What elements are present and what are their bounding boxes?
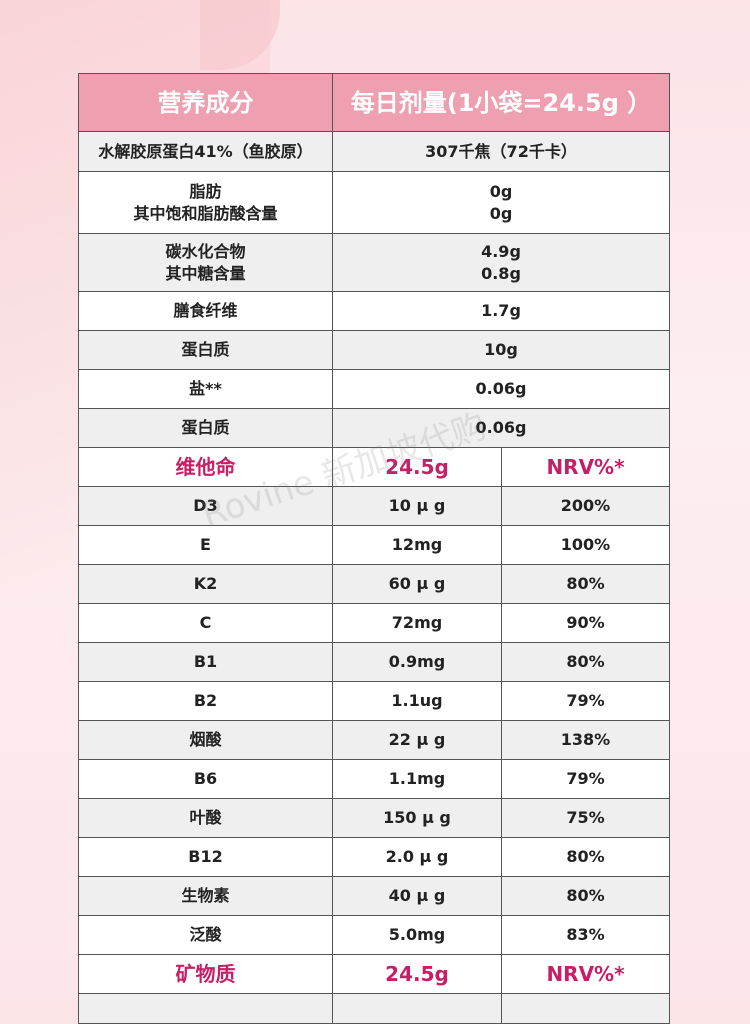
nutrient-name: 碳水化合物 其中糖含量 bbox=[78, 233, 333, 292]
nutrient-name: 水解胶原蛋白41%（鱼胶原） bbox=[78, 131, 333, 172]
header-cell: 每日剂量(1小袋=24.5g ） bbox=[332, 73, 670, 132]
vitamin-cell: 79% bbox=[501, 759, 670, 799]
vitamin-cell: 2.0 μ g bbox=[332, 837, 502, 877]
nutrient-name: 盐** bbox=[78, 369, 333, 409]
vitamin-cell: D3 bbox=[78, 486, 333, 526]
section-header: 24.5g bbox=[332, 954, 502, 994]
vitamin-cell: C bbox=[78, 603, 333, 643]
vitamin-cell: 79% bbox=[501, 681, 670, 721]
vitamin-cell: 5.0mg bbox=[332, 915, 502, 955]
vitamin-cell: 0.9mg bbox=[332, 642, 502, 682]
vitamin-cell: E bbox=[78, 525, 333, 565]
section-header: 24.5g bbox=[332, 447, 502, 487]
vitamin-cell: 150 μ g bbox=[332, 798, 502, 838]
vitamin-cell: 12mg bbox=[332, 525, 502, 565]
nutrient-amount: 0g 0g bbox=[332, 171, 670, 234]
vitamin-cell: 烟酸 bbox=[78, 720, 333, 760]
vitamin-cell: 1.1mg bbox=[332, 759, 502, 799]
nutrient-name: 脂肪 其中饱和脂肪酸含量 bbox=[78, 171, 333, 234]
vitamin-cell: B12 bbox=[78, 837, 333, 877]
vitamin-cell: 60 μ g bbox=[332, 564, 502, 604]
vitamin-cell: B6 bbox=[78, 759, 333, 799]
vitamin-cell: 80% bbox=[501, 837, 670, 877]
vitamin-cell: B1 bbox=[78, 642, 333, 682]
vitamin-cell: 90% bbox=[501, 603, 670, 643]
section-header: NRV%* bbox=[501, 954, 670, 994]
vitamin-cell: 83% bbox=[501, 915, 670, 955]
nutrient-name: 蛋白质 bbox=[78, 330, 333, 370]
vitamin-cell: K2 bbox=[78, 564, 333, 604]
table-cell bbox=[332, 993, 502, 1024]
nutrient-amount: 0.06g bbox=[332, 369, 670, 409]
vitamin-cell: 40 μ g bbox=[332, 876, 502, 916]
nutrient-amount: 10g bbox=[332, 330, 670, 370]
table-cell bbox=[501, 993, 670, 1024]
nutrient-amount: 307千焦（72千卡） bbox=[332, 131, 670, 172]
vitamin-cell: 10 μ g bbox=[332, 486, 502, 526]
nutrient-amount: 0.06g bbox=[332, 408, 670, 448]
table-cell bbox=[78, 993, 333, 1024]
vitamin-cell: 80% bbox=[501, 876, 670, 916]
vitamin-cell: 泛酸 bbox=[78, 915, 333, 955]
vitamin-cell: 72mg bbox=[332, 603, 502, 643]
vitamin-cell: 80% bbox=[501, 642, 670, 682]
vitamin-cell: 生物素 bbox=[78, 876, 333, 916]
section-header: 矿物质 bbox=[78, 954, 333, 994]
vitamin-cell: 叶酸 bbox=[78, 798, 333, 838]
nutrient-amount: 1.7g bbox=[332, 291, 670, 331]
vitamin-cell: 138% bbox=[501, 720, 670, 760]
section-header: 维他命 bbox=[78, 447, 333, 487]
vitamin-cell: 80% bbox=[501, 564, 670, 604]
header-cell: 营养成分 bbox=[78, 73, 333, 132]
vitamin-cell: 200% bbox=[501, 486, 670, 526]
nutrient-name: 膳食纤维 bbox=[78, 291, 333, 331]
vitamin-cell: 100% bbox=[501, 525, 670, 565]
vitamin-cell: 22 μ g bbox=[332, 720, 502, 760]
section-header: NRV%* bbox=[501, 447, 670, 487]
vitamin-cell: 75% bbox=[501, 798, 670, 838]
nutrient-name: 蛋白质 bbox=[78, 408, 333, 448]
nutrient-amount: 4.9g 0.8g bbox=[332, 233, 670, 292]
vitamin-cell: B2 bbox=[78, 681, 333, 721]
vitamin-cell: 1.1ug bbox=[332, 681, 502, 721]
